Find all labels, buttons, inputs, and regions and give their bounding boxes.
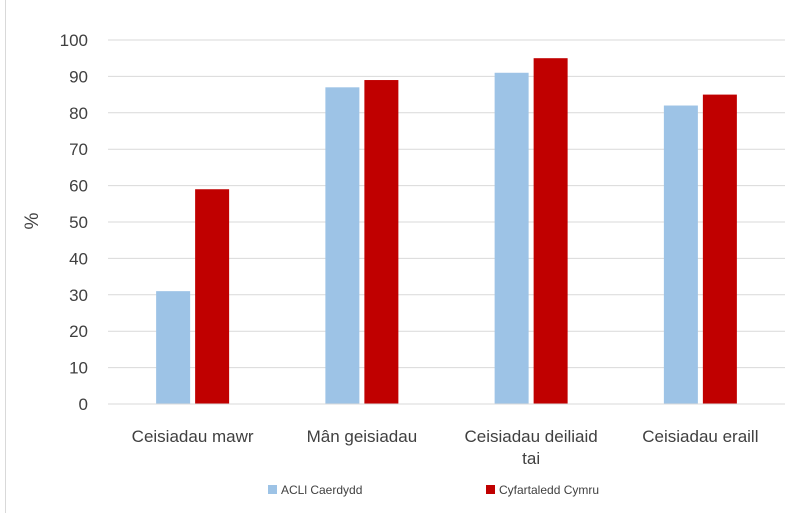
y-tick-label: 60 — [69, 177, 88, 196]
x-category-label: Ceisiadau deiliaid — [464, 427, 597, 446]
bar — [533, 58, 568, 404]
legend-swatch — [268, 485, 277, 494]
y-tick-label: 30 — [69, 286, 88, 305]
legend-label: Cyfartaledd Cymru — [499, 483, 599, 497]
y-tick-label: 100 — [60, 31, 88, 50]
y-tick-label: 90 — [69, 67, 88, 86]
x-category-label: Ceisiadau eraill — [642, 427, 758, 446]
bar — [702, 94, 737, 404]
legend-swatch — [486, 485, 495, 494]
bar — [325, 87, 360, 404]
y-tick-label: 0 — [79, 395, 88, 414]
bar — [364, 80, 399, 404]
y-tick-label: 10 — [69, 359, 88, 378]
y-tick-label: 20 — [69, 322, 88, 341]
y-tick-label: 50 — [69, 213, 88, 232]
x-category-label: Mân geisiadau — [307, 427, 418, 446]
legend-label: ACLl Caerdydd — [281, 483, 362, 497]
bar — [156, 291, 191, 404]
x-category-label: Ceisiadau mawr — [132, 427, 254, 446]
bar — [195, 189, 230, 404]
y-tick-label: 80 — [69, 104, 88, 123]
y-tick-label: 40 — [69, 249, 88, 268]
frame-border — [5, 0, 6, 513]
bar — [494, 72, 529, 404]
y-axis-title: % — [22, 212, 43, 229]
bar — [663, 105, 698, 405]
y-tick-label: 70 — [69, 140, 88, 159]
x-category-label: tai — [522, 449, 540, 468]
